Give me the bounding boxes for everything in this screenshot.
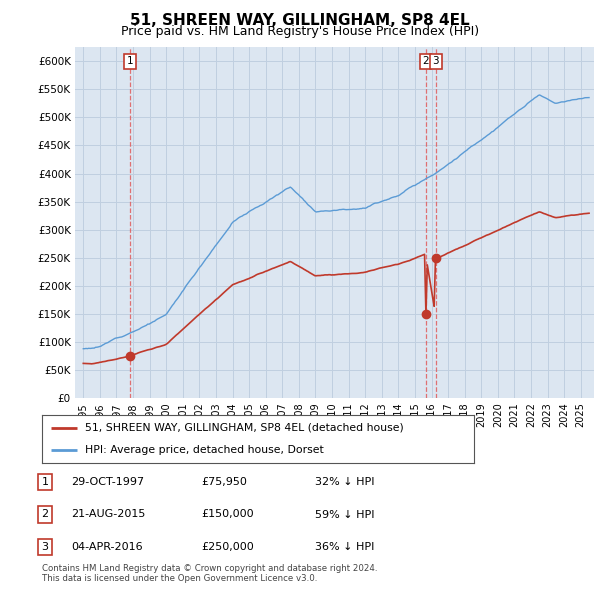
- Text: 1: 1: [41, 477, 49, 487]
- Text: £75,950: £75,950: [201, 477, 247, 487]
- Text: Contains HM Land Registry data © Crown copyright and database right 2024.
This d: Contains HM Land Registry data © Crown c…: [42, 563, 377, 583]
- Text: HPI: Average price, detached house, Dorset: HPI: Average price, detached house, Dors…: [85, 445, 324, 455]
- Text: Price paid vs. HM Land Registry's House Price Index (HPI): Price paid vs. HM Land Registry's House …: [121, 25, 479, 38]
- Text: 32% ↓ HPI: 32% ↓ HPI: [315, 477, 374, 487]
- Text: 3: 3: [433, 56, 439, 66]
- Text: 21-AUG-2015: 21-AUG-2015: [71, 510, 145, 519]
- Text: 3: 3: [41, 542, 49, 552]
- Text: 2: 2: [41, 510, 49, 519]
- Text: 2: 2: [422, 56, 429, 66]
- Text: 1: 1: [127, 56, 134, 66]
- Text: £150,000: £150,000: [201, 510, 254, 519]
- Text: 29-OCT-1997: 29-OCT-1997: [71, 477, 144, 487]
- Text: 36% ↓ HPI: 36% ↓ HPI: [315, 542, 374, 552]
- Text: £250,000: £250,000: [201, 542, 254, 552]
- Text: 51, SHREEN WAY, GILLINGHAM, SP8 4EL (detached house): 51, SHREEN WAY, GILLINGHAM, SP8 4EL (det…: [85, 423, 404, 433]
- Text: 59% ↓ HPI: 59% ↓ HPI: [315, 510, 374, 519]
- Text: 51, SHREEN WAY, GILLINGHAM, SP8 4EL: 51, SHREEN WAY, GILLINGHAM, SP8 4EL: [130, 13, 470, 28]
- Text: 04-APR-2016: 04-APR-2016: [71, 542, 142, 552]
